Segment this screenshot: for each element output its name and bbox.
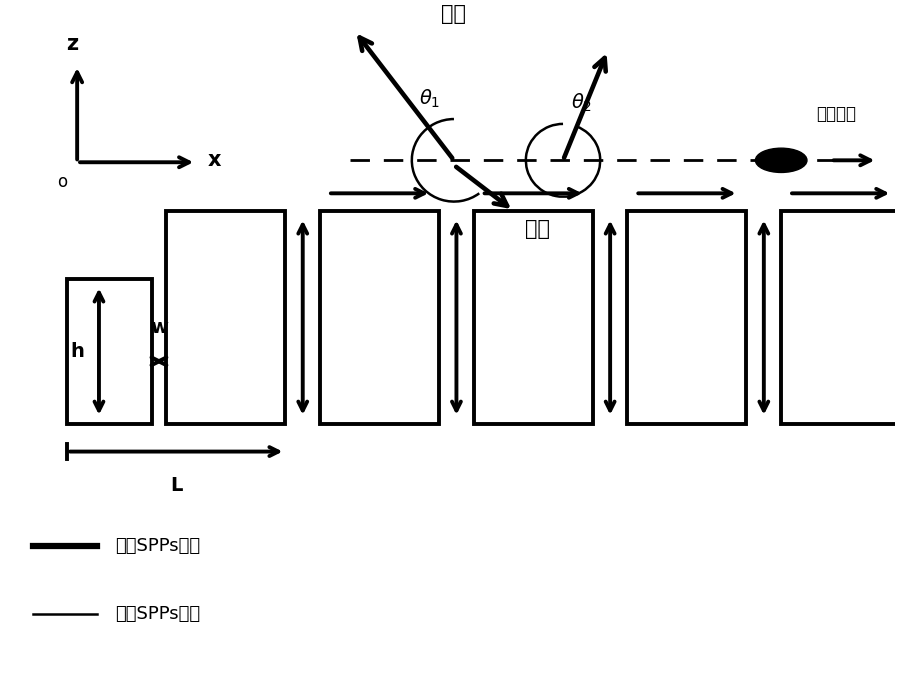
- Bar: [320, 211, 439, 424]
- Text: 辐射: 辐射: [442, 4, 466, 24]
- Bar: [166, 211, 286, 424]
- Text: 常规SPPs模式: 常规SPPs模式: [115, 537, 200, 555]
- Text: o: o: [57, 173, 67, 191]
- Bar: [67, 279, 152, 424]
- Text: w: w: [150, 318, 168, 337]
- Text: z: z: [66, 34, 78, 54]
- Text: 腔体SPPs模式: 腔体SPPs模式: [115, 605, 200, 623]
- Text: 运动电子: 运动电子: [816, 106, 856, 124]
- Text: L: L: [170, 476, 182, 495]
- Text: $\theta_2$: $\theta_2$: [571, 92, 592, 114]
- Text: x: x: [208, 150, 222, 171]
- Bar: [628, 211, 746, 424]
- Bar: [474, 211, 593, 424]
- Text: h: h: [70, 342, 84, 361]
- Ellipse shape: [755, 148, 807, 173]
- Text: 辐射: 辐射: [525, 219, 550, 238]
- Text: $\theta_1$: $\theta_1$: [418, 87, 440, 110]
- Bar: [781, 211, 898, 424]
